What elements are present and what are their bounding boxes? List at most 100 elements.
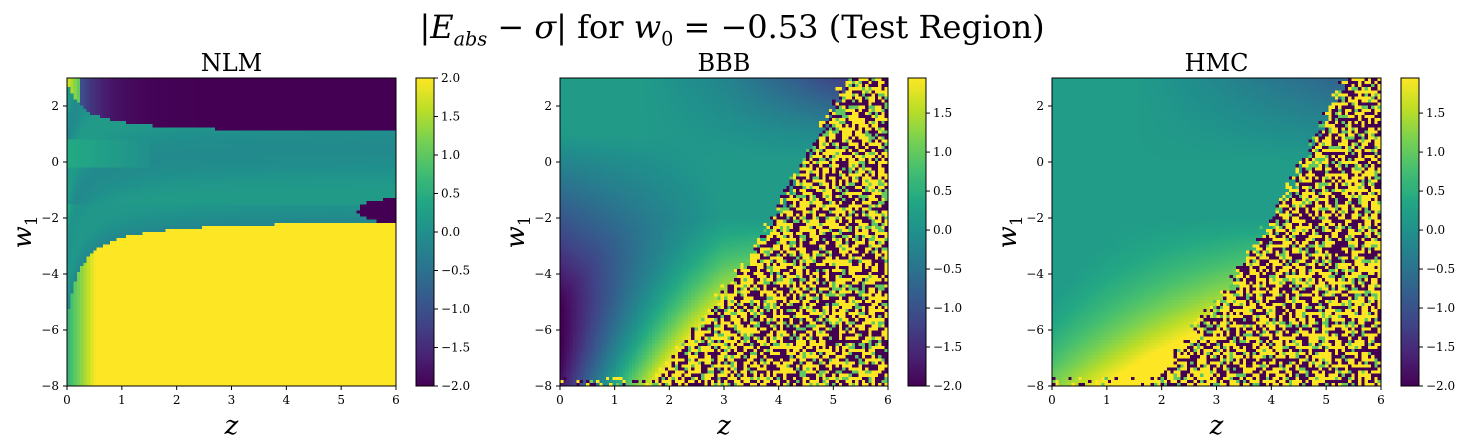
heatmap-cell <box>185 136 190 141</box>
heatmap-cell <box>290 90 295 94</box>
heatmap-cell <box>372 118 377 122</box>
heatmap-cell <box>106 124 111 128</box>
heatmap-cell <box>136 105 140 110</box>
heatmap-cell <box>195 93 200 98</box>
heatmap-cell <box>274 118 279 122</box>
heatmap-cell <box>264 84 269 88</box>
heatmap-cell <box>129 111 134 116</box>
heatmap-cell <box>182 124 187 128</box>
heatmap-cell <box>73 81 78 85</box>
heatmap-cell <box>208 102 213 107</box>
heatmap-cell <box>224 114 229 119</box>
heatmap-cell <box>251 118 256 122</box>
heatmap-cell <box>215 84 219 88</box>
heatmap-cell <box>185 78 190 82</box>
heatmap-cell <box>389 102 394 107</box>
heatmap-cell <box>172 136 177 141</box>
heatmap-cell <box>379 118 384 122</box>
heatmap-cell <box>261 84 265 88</box>
heatmap-cell <box>205 121 210 125</box>
heatmap-cell <box>126 114 131 119</box>
heatmap-cell <box>320 87 325 91</box>
heatmap-cell <box>185 118 190 122</box>
heatmap-cell <box>192 136 196 141</box>
heatmap-cell <box>106 93 111 98</box>
heatmap-cell <box>215 87 219 91</box>
heatmap-cell <box>290 108 295 113</box>
heatmap-cell <box>280 124 285 128</box>
heatmap-cell <box>264 81 269 85</box>
heatmap-cell <box>149 87 154 91</box>
heatmap-cell <box>284 118 289 122</box>
heatmap-cell <box>284 124 289 128</box>
heatmap-cell <box>122 114 127 119</box>
heatmap-cell <box>96 81 101 85</box>
heatmap-cell <box>122 136 127 141</box>
heatmap-cell <box>185 127 190 131</box>
heatmap-cell <box>267 96 272 101</box>
heatmap-cell <box>277 130 282 135</box>
heatmap-cell <box>317 124 321 128</box>
heatmap-cell <box>274 90 279 94</box>
heatmap-cell <box>244 81 249 85</box>
heatmap-cell <box>294 127 298 131</box>
heatmap-cell <box>175 118 180 122</box>
heatmap-cell <box>132 127 137 131</box>
heatmap-cell <box>201 121 206 125</box>
heatmap-cell <box>83 99 88 104</box>
heatmap-cell <box>86 133 91 138</box>
heatmap-cell <box>264 118 269 122</box>
heatmap-cell <box>379 121 384 125</box>
heatmap-cell <box>277 84 282 88</box>
heatmap-cell <box>231 99 236 104</box>
heatmap-cell <box>182 78 187 82</box>
heatmap-cell <box>113 108 117 113</box>
heatmap-cell <box>145 114 150 119</box>
heatmap-cell <box>264 130 269 135</box>
heatmap-cell <box>363 124 367 128</box>
heatmap-cell <box>274 121 279 125</box>
heatmap-cell <box>211 133 216 138</box>
heatmap-cell <box>90 108 94 113</box>
heatmap-cell <box>142 87 147 91</box>
heatmap-cell <box>346 99 351 104</box>
heatmap-cell <box>80 133 85 138</box>
heatmap-cell <box>356 124 361 128</box>
heatmap-cell <box>284 99 289 104</box>
heatmap-cell <box>392 105 397 110</box>
heatmap-cell <box>168 121 173 125</box>
heatmap-cell <box>257 102 262 107</box>
heatmap-cell <box>165 87 170 91</box>
heatmap-cell <box>349 130 354 135</box>
heatmap-cell <box>313 121 318 125</box>
heatmap-cell <box>90 121 94 125</box>
heatmap-cell <box>126 78 131 82</box>
heatmap-cell <box>152 130 157 135</box>
heatmap-cell <box>326 87 331 91</box>
heatmap-cell <box>356 84 361 88</box>
heatmap-cell <box>372 93 377 98</box>
heatmap-cell <box>349 93 354 98</box>
heatmap-cell <box>349 118 354 122</box>
heatmap-cell <box>145 118 150 122</box>
heatmap-cell <box>145 90 150 94</box>
heatmap-cell <box>372 105 377 110</box>
heatmap-cell <box>333 111 338 116</box>
heatmap-cell <box>353 127 358 131</box>
heatmap-cell <box>162 93 167 98</box>
heatmap-cell <box>96 93 101 98</box>
heatmap-cell <box>76 81 81 85</box>
heatmap-cell <box>333 93 338 98</box>
heatmap-cell <box>382 124 387 128</box>
heatmap-cell <box>333 133 338 138</box>
heatmap-cell <box>290 96 295 101</box>
heatmap-cell <box>359 121 364 125</box>
heatmap-cell <box>162 118 167 122</box>
heatmap-cell <box>257 99 262 104</box>
heatmap-cell <box>366 121 371 125</box>
heatmap-cell <box>353 99 358 104</box>
heatmap-cell <box>247 111 252 116</box>
heatmap-cell <box>343 133 348 138</box>
heatmap-cell <box>307 90 312 94</box>
heatmap-cell <box>96 136 101 141</box>
